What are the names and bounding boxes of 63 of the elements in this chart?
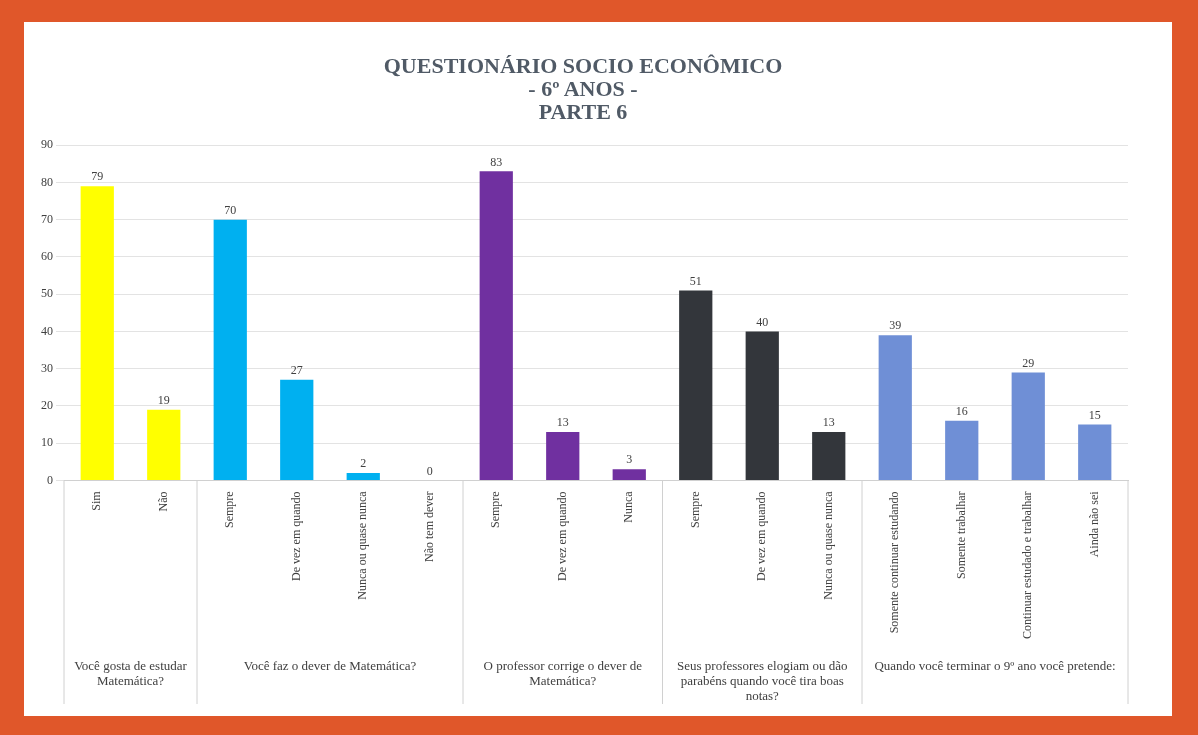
x-tick-label: Sempre — [488, 491, 503, 529]
x-tick-label: De vez em quando — [554, 491, 569, 582]
bar — [679, 290, 713, 480]
data-label: 27 — [290, 363, 303, 378]
data-label: 29 — [1022, 355, 1035, 370]
bar — [213, 219, 247, 480]
x-tick-label: Nunca ou quase nunca — [355, 490, 370, 600]
text: Você faz o dever de Matemática? — [243, 657, 417, 673]
bar — [612, 469, 646, 480]
bar — [346, 472, 380, 480]
bar — [1011, 372, 1045, 480]
text: Seus professores elogiam ou dão parabéns quando você tira boas notas? — [677, 657, 848, 703]
text: Você gosta de estudar Matemática? — [74, 657, 188, 688]
data-label: 13 — [822, 415, 835, 430]
y-tick-label: 50 — [41, 286, 53, 301]
bar — [546, 431, 580, 480]
x-tick-label: Somente trabalhar — [953, 491, 968, 580]
text: Quando você terminar o 9º ano você pretende: — [874, 657, 1116, 673]
data-label: 79 — [91, 169, 104, 184]
data-label: 19 — [157, 392, 170, 407]
y-tick-label: 60 — [41, 249, 53, 264]
data-label: 16 — [955, 403, 968, 418]
y-tick-label: 10 — [41, 435, 53, 450]
bar — [878, 335, 912, 480]
bar — [479, 171, 513, 480]
data-label: 51 — [689, 273, 702, 288]
x-tick-label: Nunca ou quase nunca — [820, 490, 835, 600]
bar — [80, 186, 114, 480]
bar — [1078, 424, 1112, 480]
data-label: 39 — [889, 318, 902, 333]
y-tick-label: 40 — [41, 323, 53, 338]
data-label: 13 — [556, 415, 569, 430]
x-tick-label: Sempre — [222, 491, 237, 529]
bar — [812, 431, 846, 480]
bar — [280, 379, 314, 480]
data-label: 0 — [426, 463, 433, 478]
data-label: 15 — [1088, 407, 1101, 422]
data-label: 83 — [490, 154, 503, 169]
x-tick-label: Não — [155, 491, 170, 512]
x-tick-label: Somente continuar estudando — [887, 491, 902, 634]
bar — [745, 331, 779, 480]
data-label: 70 — [224, 202, 237, 217]
x-tick-label: Ainda não sei — [1086, 490, 1101, 558]
x-tick-label: Nunca — [621, 490, 636, 523]
x-tick-label: De vez em quando — [288, 491, 303, 582]
y-tick-label: 90 — [41, 137, 53, 152]
bar — [945, 420, 979, 480]
x-tick-label: De vez em quando — [754, 491, 769, 582]
y-tick-label: 70 — [41, 211, 53, 226]
data-label: 2 — [360, 456, 367, 471]
data-label: 40 — [756, 314, 769, 329]
text: O professor corrige o dever de Matemática? — [483, 657, 643, 688]
x-tick-label: Sim — [89, 490, 104, 511]
x-tick-label: Sempre — [687, 491, 702, 529]
y-tick-label: 30 — [41, 360, 53, 375]
x-tick-label: Não tem dever — [421, 491, 436, 563]
bar — [147, 409, 181, 480]
data-label: 3 — [626, 452, 633, 467]
y-tick-label: 80 — [41, 174, 53, 189]
chart-title: QUESTIONÁRIO SOCIO ECONÔMICO - 6º ANOS - PARTE 6 — [383, 53, 783, 125]
y-tick-label: 0 — [47, 472, 53, 487]
y-tick-label: 20 — [41, 398, 53, 413]
x-tick-label: Continuar estudado e trabalhar — [1020, 491, 1035, 640]
